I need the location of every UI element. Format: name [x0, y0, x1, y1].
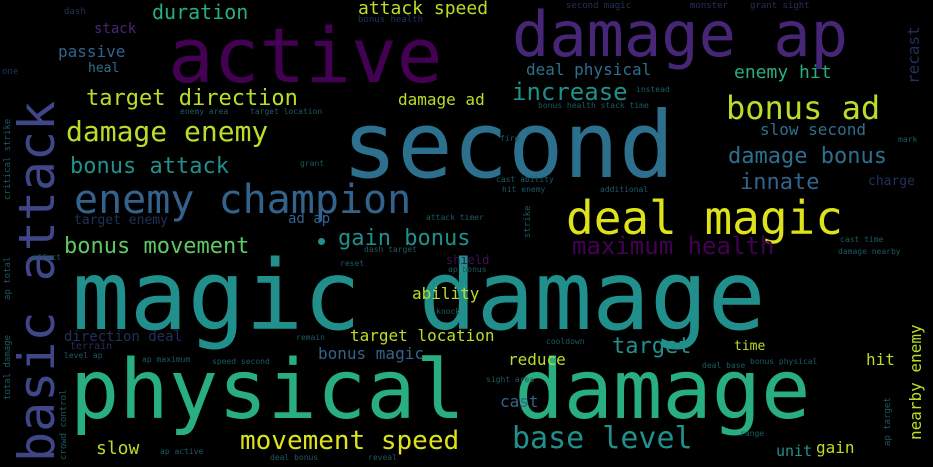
- word-passive: passive: [58, 42, 126, 61]
- word-grant-sight: grant sight: [750, 1, 810, 11]
- word-target-location-small: target location: [250, 107, 323, 116]
- word-duration: duration: [152, 0, 249, 24]
- word-second-magic: second magic: [566, 1, 632, 11]
- word-deal-magic: deal magic: [566, 191, 843, 245]
- word-slow-second: slow second: [760, 120, 866, 139]
- word-dash: dash: [64, 7, 86, 17]
- word-target-enemy: target enemy: [74, 213, 168, 228]
- word-hit-enemy: hit enemy: [502, 185, 546, 194]
- word-one: one: [2, 67, 19, 77]
- word-damage-ap: damage ap: [512, 0, 848, 71]
- word-reset: reset: [340, 259, 365, 268]
- word-target-location: target location: [350, 326, 495, 345]
- word-ap-bonus: ap bonus: [448, 265, 487, 274]
- word-second: second: [342, 92, 675, 199]
- word-bonus-health-stack-time: bonus health stack time: [538, 101, 649, 110]
- word-slow: slow: [96, 438, 140, 459]
- word-unit: unit: [776, 442, 813, 460]
- word-additional: additional: [600, 185, 649, 194]
- word-instead: instead: [636, 85, 670, 94]
- word-deal-bonus: deal bonus: [270, 453, 319, 462]
- word-gain: gain: [816, 438, 855, 457]
- word-attack-speed: attack speed: [358, 0, 489, 19]
- word-damage-enemy: damage enemy: [66, 115, 269, 148]
- word-grant: grant: [300, 159, 325, 168]
- word-critical-strike: critical strike: [3, 118, 13, 200]
- word-basic-attack: basic attack: [8, 100, 66, 462]
- word-fire: fire: [500, 134, 520, 143]
- word-shield: shield: [446, 253, 490, 267]
- word-effect: effect: [32, 253, 61, 262]
- word-mark: mark: [898, 135, 918, 144]
- word-attack-timer: attack timer: [426, 213, 484, 222]
- word-enemy-hit: enemy hit: [734, 62, 832, 83]
- word-active: active: [168, 11, 443, 100]
- word-sight-area: sight area: [486, 375, 535, 384]
- word-ad-ap: ad ap: [288, 211, 331, 227]
- word-enemy-champion: enemy champion: [74, 177, 412, 223]
- word-increase: increase: [512, 78, 628, 106]
- word-magic-damage: magic damage: [72, 240, 766, 352]
- word-target-direction: target direction: [86, 86, 298, 111]
- word-innate: innate: [740, 170, 820, 195]
- word-ability: ability: [412, 284, 480, 303]
- dot-mark: [318, 238, 325, 245]
- word-enemy-area: enemy area: [180, 107, 229, 116]
- word-recast: recast: [904, 26, 923, 84]
- word-terrain: terrain: [70, 341, 113, 352]
- word-deal-physical: deal physical: [526, 60, 652, 79]
- word-direction-deal: direction deal: [64, 329, 183, 345]
- word-time: time: [734, 339, 766, 354]
- word-speed-second: speed second: [212, 357, 270, 366]
- word-range: range: [740, 429, 765, 438]
- word-bonus-physical: bonus physical: [750, 357, 818, 366]
- word-ap-active: ap active: [160, 447, 204, 456]
- word-physical-damage: physical damage: [70, 343, 811, 438]
- word-nearby-enemy: nearby enemy: [906, 324, 925, 440]
- word-monster: monster: [690, 1, 728, 11]
- word-cast-ability: cast ability: [496, 175, 554, 184]
- word-hit: hit: [866, 350, 895, 369]
- word-base-level: base level: [512, 421, 693, 456]
- word-maximum-health: maximum health: [572, 232, 775, 260]
- word-ap-total: ap total: [3, 256, 13, 300]
- word-ap-maximum: ap maximum: [142, 355, 191, 364]
- word-remain: remain: [296, 333, 325, 342]
- word-dash-target: dash target: [364, 245, 417, 254]
- word-bonus-magic: bonus magic: [318, 344, 424, 363]
- word-charge: charge: [868, 174, 915, 189]
- word-bonus-ad: bonus ad: [726, 89, 881, 127]
- word-movement-speed: movement speed: [240, 426, 460, 456]
- word-stack: stack: [94, 21, 137, 37]
- word-damage-nearby: damage nearby: [838, 247, 901, 256]
- word-total-damage: total damage: [3, 334, 13, 400]
- word-reveal: reveal: [368, 453, 397, 462]
- word-bonus-movement: bonus movement: [64, 234, 250, 259]
- word-bonus-attack: bonus attack: [70, 154, 229, 179]
- word-reduce: reduce: [508, 350, 566, 369]
- word-cooldown: cooldown: [546, 337, 585, 346]
- word-damage-bonus: damage bonus: [728, 144, 887, 169]
- word-target: target: [612, 334, 692, 359]
- word-gain-bonus: gain bonus: [338, 226, 471, 251]
- word-level-ap: level ap: [64, 351, 103, 360]
- word-crowd-control: crowd control: [59, 389, 69, 460]
- word-cast-time: cast time: [840, 235, 884, 244]
- word-ap-target: ap target: [883, 397, 893, 446]
- word-damage-ad: damage ad: [398, 90, 485, 109]
- word-deal-base: deal base: [702, 361, 746, 370]
- word-bonus-health: bonus health: [358, 15, 424, 25]
- word-cast: cast: [500, 392, 539, 411]
- word-knock: knock: [436, 307, 461, 316]
- word-heal: heal: [88, 61, 120, 76]
- word-strike: strike: [523, 205, 533, 238]
